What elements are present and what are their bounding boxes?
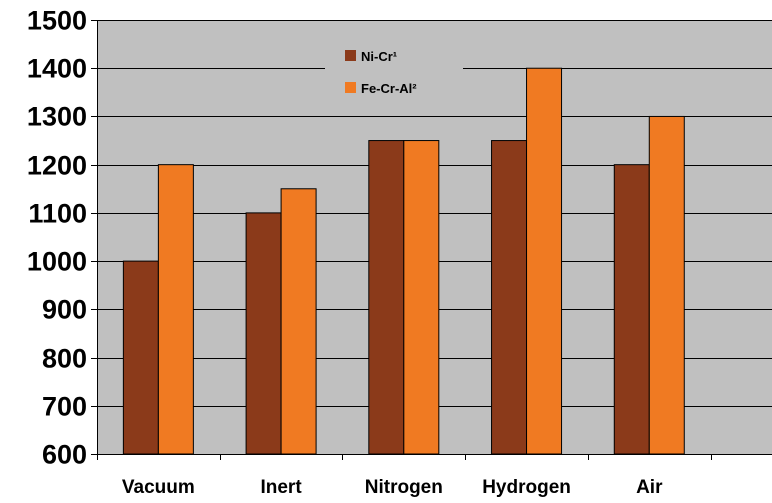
- legend-swatch: [345, 82, 356, 93]
- bar-hydrogen-series-1: [491, 140, 528, 455]
- axes: 600 700 800 900 1000 1100 1200 1300 1400 1500 Vacu…: [27, 6, 772, 498]
- bars: [122, 67, 685, 455]
- x-tick-label: Air: [636, 477, 663, 498]
- y-tick-label: 600: [42, 440, 87, 470]
- legend-label: Fe-Cr-Al²: [361, 81, 417, 96]
- bar-hydrogen-series-2: [526, 67, 563, 455]
- bar-nitrogen-series-1: [368, 140, 405, 455]
- bar-inert-series-2: [280, 188, 317, 455]
- y-tick-label: 1300: [27, 102, 87, 132]
- x-tick-label: Nitrogen: [365, 477, 443, 498]
- bar-vacuum-series-2: [157, 164, 194, 455]
- bar-inert-series-1: [245, 212, 282, 455]
- y-tick-label: 1500: [27, 6, 87, 36]
- legend-swatch: [345, 50, 356, 61]
- bar-vacuum-series-1: [122, 260, 159, 455]
- x-tick-label: Hydrogen: [482, 477, 571, 498]
- x-tick-label: Vacuum: [122, 477, 195, 498]
- y-tick-label: 900: [42, 295, 87, 325]
- y-tick-label: 700: [42, 392, 87, 422]
- legend-label: Ni-Cr¹: [361, 49, 397, 64]
- y-tick-label: 1400: [27, 54, 87, 84]
- x-tick-label: Inert: [260, 477, 302, 498]
- y-tick-label: 1200: [27, 151, 87, 181]
- y-tick-label: 1000: [27, 247, 87, 277]
- y-tick-label: 1100: [28, 199, 87, 229]
- legend: Ni-Cr¹ Fe-Cr-Al²: [325, 40, 463, 110]
- bar-air-series-1: [613, 164, 650, 455]
- y-tick-label: 800: [42, 344, 87, 374]
- bar-air-series-2: [648, 115, 685, 455]
- bar-nitrogen-series-2: [403, 140, 440, 455]
